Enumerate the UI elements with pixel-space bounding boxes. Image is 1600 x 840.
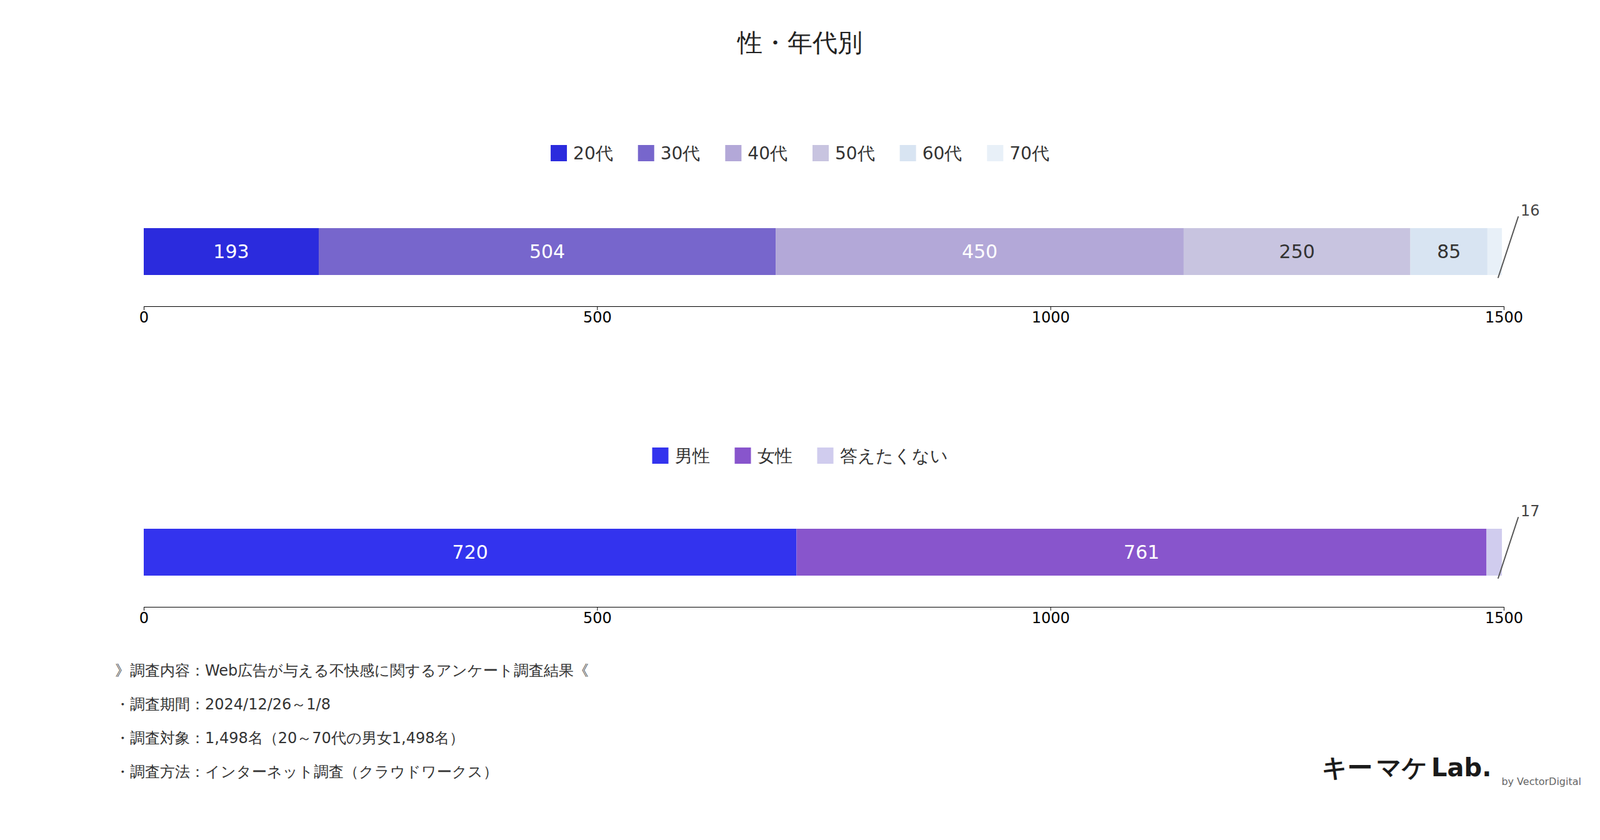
footer-line: ・調査方法：インターネット調査（クラウドワークス） [115, 763, 499, 781]
footer-line: 》調査内容：Web広告が与える不快感に関するアンケート調査結果《 [115, 661, 589, 680]
chart-root: 性・年代別 193 504 450 250 85 16 0 500 1000 1500 20代 30代 4… [0, 0, 1600, 840]
legend-item: 20代 [550, 143, 614, 164]
data-label: 761 [1123, 541, 1160, 564]
logo-text: Lab. [1431, 753, 1492, 782]
legend-item: 答えたくない [817, 445, 949, 467]
bar-segment [143, 228, 319, 275]
x-tick-label: 0 [139, 308, 149, 327]
logo-text: マケ [1376, 753, 1428, 782]
x-tick-label: 1500 [1485, 609, 1524, 627]
label-leader [1498, 216, 1519, 278]
legend-item: 男性 [652, 445, 710, 467]
data-label: 504 [529, 240, 565, 263]
footer-line: ・調査期間：2024/12/26～1/8 [115, 695, 331, 714]
logo: キーマケLab. by VectorDigital [1321, 753, 1582, 788]
legend-swatch [735, 447, 752, 464]
chart: 193 504 450 250 85 16 0 500 1000 1500 20代 30代 40代 50代… [139, 143, 1540, 327]
legend-item: 50代 [812, 143, 875, 164]
bar-segment [775, 228, 1184, 275]
legend-label: 30代 [660, 143, 701, 164]
legend-swatch [986, 145, 1004, 162]
data-label: 16 [1520, 201, 1540, 220]
bar-segment [796, 528, 1487, 576]
footer-line: ・調査対象：1,498名（20～70代の男女1,498名） [115, 729, 465, 747]
axis-domain [144, 306, 1505, 307]
x-tick-label: 1500 [1485, 308, 1524, 327]
bar-segment [1183, 228, 1411, 275]
x-tick: 0 [139, 606, 149, 627]
legend-item: 60代 [900, 143, 963, 164]
legend-swatch [638, 145, 655, 162]
x-tick-label: 1000 [1031, 308, 1070, 327]
legend-swatch [812, 145, 829, 162]
bar-segment [1486, 528, 1502, 576]
data-labels: 193 504 450 250 85 16 [213, 201, 1540, 278]
x-tick: 500 [583, 306, 612, 327]
data-label: 193 [213, 240, 249, 263]
footer: 》調査内容：Web広告が与える不快感に関するアンケート調査結果《・調査期間：20… [115, 661, 589, 781]
x-tick: 1000 [1031, 306, 1070, 327]
data-label: 85 [1436, 240, 1461, 263]
legend-label: 60代 [922, 143, 963, 164]
x-tick: 1500 [1485, 306, 1524, 327]
marks [143, 228, 1502, 275]
legend-label: 20代 [573, 143, 614, 164]
legend-item: 40代 [725, 143, 788, 164]
legend-label: 答えたくない [840, 445, 949, 467]
legend: 20代 30代 40代 50代 60代 70代 [550, 143, 1050, 164]
x-tick-label: 500 [583, 308, 612, 327]
legend-swatch [817, 447, 834, 464]
legend-item: 70代 [986, 143, 1050, 164]
axis-domain [144, 606, 1505, 608]
data-label: 250 [1279, 240, 1315, 263]
x-tick-label: 500 [583, 609, 612, 627]
label-leader [1498, 517, 1519, 579]
legend-item: 30代 [638, 143, 701, 164]
chart: 720 761 17 0 500 1000 1500 男性 女性 答えたくない [139, 445, 1540, 628]
legend-label: 女性 [757, 445, 793, 467]
x-tick: 0 [139, 306, 149, 327]
x-axis: 0 500 1000 1500 [139, 606, 1524, 627]
logo-sub: by VectorDigital [1501, 775, 1582, 788]
data-label: 450 [961, 240, 998, 263]
marks [143, 528, 1502, 576]
data-label: 720 [452, 541, 489, 564]
data-label: 17 [1520, 502, 1540, 520]
x-tick: 1500 [1485, 606, 1524, 627]
legend-swatch [725, 145, 742, 162]
bar-segment [1410, 228, 1488, 275]
legend-label: 40代 [747, 143, 788, 164]
bar-segment [143, 528, 797, 576]
bar-segment [1487, 228, 1502, 275]
legend-swatch [900, 145, 917, 162]
x-tick-label: 1000 [1031, 609, 1070, 627]
title: 性・年代別 [736, 28, 863, 57]
legend-item: 女性 [735, 445, 793, 467]
legend-label: 50代 [835, 143, 875, 164]
legend: 男性 女性 答えたくない [652, 445, 949, 467]
legend-label: 70代 [1009, 143, 1050, 164]
x-tick: 500 [583, 606, 612, 627]
legend-swatch [550, 145, 567, 162]
bar-segment [318, 228, 776, 275]
logo-text: キー [1321, 753, 1373, 782]
x-tick: 1000 [1031, 606, 1070, 627]
x-tick-label: 0 [139, 609, 149, 627]
data-labels: 720 761 17 [452, 502, 1540, 579]
legend-label: 男性 [675, 445, 710, 467]
x-axis: 0 500 1000 1500 [139, 306, 1524, 327]
legend-swatch [652, 447, 669, 464]
